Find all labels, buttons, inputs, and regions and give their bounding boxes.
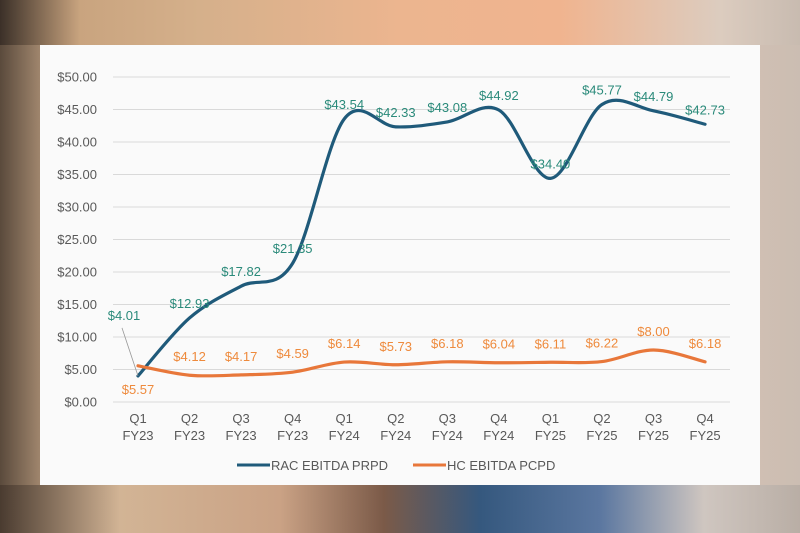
legend-label: RAC EBITDA PRPD <box>271 458 388 473</box>
x-tick-label: Q4 <box>284 411 301 426</box>
data-label: $6.14 <box>328 336 361 351</box>
x-tick-label: Q2 <box>387 411 404 426</box>
data-label: $6.22 <box>586 336 619 351</box>
data-label: $45.77 <box>582 82 622 97</box>
data-label: $4.17 <box>225 349 258 364</box>
data-label: $4.59 <box>276 346 309 361</box>
x-tick-label: FY24 <box>483 428 514 443</box>
data-label: $17.82 <box>221 264 261 279</box>
y-tick-label: $0.00 <box>64 395 97 410</box>
data-label: $34.40 <box>531 156 571 171</box>
y-tick-label: $10.00 <box>57 330 97 345</box>
data-label: $5.73 <box>379 339 412 354</box>
data-label: $43.54 <box>324 97 364 112</box>
x-tick-label: Q2 <box>593 411 610 426</box>
data-label: $6.18 <box>431 336 464 351</box>
data-label: $42.73 <box>685 102 725 117</box>
data-label: $6.04 <box>483 337 516 352</box>
data-label: $44.92 <box>479 88 519 103</box>
y-tick-label: $20.00 <box>57 265 97 280</box>
data-label: $12.93 <box>170 296 210 311</box>
data-label: $4.01 <box>108 308 141 323</box>
x-tick-label: Q3 <box>439 411 456 426</box>
data-label: $21.35 <box>273 241 313 256</box>
x-tick-label: FY25 <box>638 428 669 443</box>
leader-line <box>121 327 139 377</box>
y-tick-label: $15.00 <box>57 297 97 312</box>
x-tick-label: Q2 <box>181 411 198 426</box>
x-tick-label: FY24 <box>329 428 360 443</box>
x-tick-label: Q4 <box>696 411 713 426</box>
x-tick-label: FY24 <box>432 428 463 443</box>
y-tick-label: $50.00 <box>57 70 97 85</box>
y-tick-label: $45.00 <box>57 102 97 117</box>
data-label: $4.12 <box>173 349 206 364</box>
data-label: $6.18 <box>689 336 722 351</box>
legend-label: HC EBITDA PCPD <box>447 458 555 473</box>
chart-panel <box>40 45 760 485</box>
x-tick-label: Q3 <box>645 411 662 426</box>
data-label: $5.57 <box>122 382 155 397</box>
x-tick-label: Q3 <box>232 411 249 426</box>
data-label: $44.79 <box>634 89 674 104</box>
y-tick-label: $30.00 <box>57 200 97 215</box>
x-tick-label: FY25 <box>535 428 566 443</box>
x-tick-label: FY23 <box>226 428 257 443</box>
x-tick-label: FY23 <box>122 428 153 443</box>
background-photo-bottom <box>0 485 800 533</box>
x-tick-label: Q4 <box>490 411 507 426</box>
x-tick-label: FY24 <box>380 428 411 443</box>
hc-series-line <box>136 348 707 378</box>
x-tick-label: Q1 <box>336 411 353 426</box>
x-tick-label: FY25 <box>690 428 721 443</box>
y-tick-label: $40.00 <box>57 135 97 150</box>
y-tick-label: $25.00 <box>57 232 97 247</box>
rac-series-line <box>136 98 707 378</box>
x-tick-label: FY23 <box>174 428 205 443</box>
data-label: $8.00 <box>637 324 670 339</box>
background-photo-top <box>0 0 800 45</box>
x-tick-label: Q1 <box>542 411 559 426</box>
data-label: $42.33 <box>376 105 416 120</box>
x-tick-label: FY25 <box>586 428 617 443</box>
x-tick-label: FY23 <box>277 428 308 443</box>
data-label: $6.11 <box>535 336 567 351</box>
data-label: $43.08 <box>427 100 467 115</box>
x-tick-label: Q1 <box>129 411 146 426</box>
y-tick-label: $35.00 <box>57 167 97 182</box>
y-tick-label: $5.00 <box>64 362 97 377</box>
